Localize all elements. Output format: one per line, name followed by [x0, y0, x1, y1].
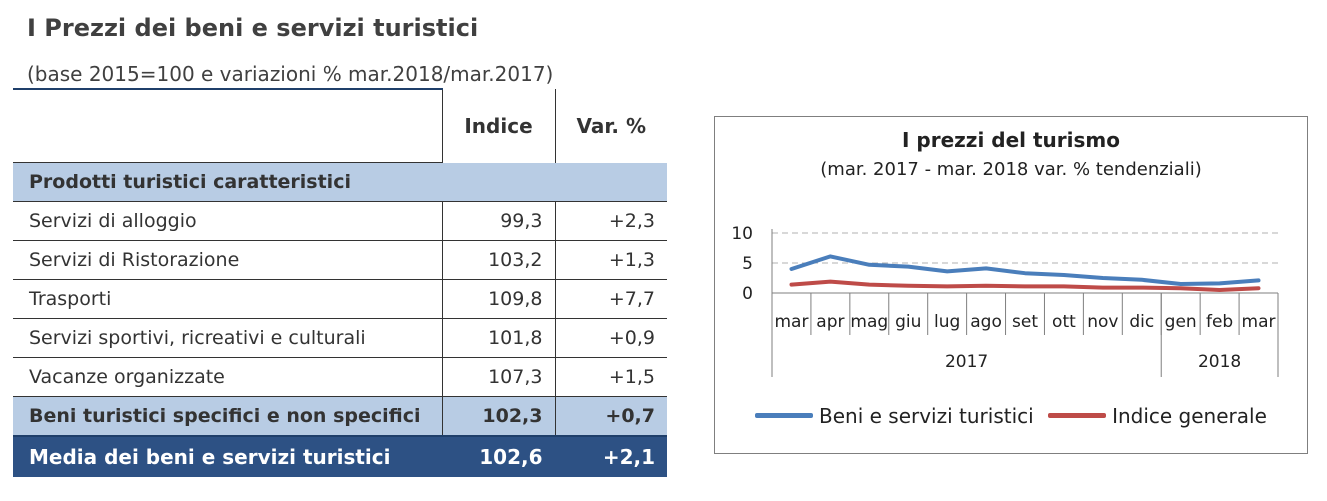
legend-item: Beni e servizi turistici: [755, 404, 1034, 428]
page-title: I Prezzi dei beni e servizi turistici: [27, 14, 479, 42]
subtotal-label: Beni turistici specifici e non specifici: [13, 396, 442, 437]
row-indice: 109,8: [441, 279, 555, 319]
total-var: +2,1: [554, 436, 667, 477]
year-group-label: 2018: [1198, 352, 1241, 372]
row-var: +1,5: [554, 357, 667, 397]
chart-subtitle: (mar. 2017 - mar. 2018 var. % tendenzial…: [820, 159, 1202, 180]
table-row: Vacanze organizzate 107,3 +1,5: [13, 357, 667, 397]
page-subtitle: (base 2015=100 e variazioni % mar.2018/m…: [27, 62, 554, 86]
row-indice: 107,3: [441, 357, 555, 397]
y-tick-label: 10: [731, 224, 753, 244]
row-var: +7,7: [554, 279, 667, 319]
prices-table: Indice Var. % Prodotti turistici caratte…: [13, 88, 667, 477]
x-tick-label: mar: [774, 312, 808, 332]
row-var: +1,3: [554, 240, 667, 280]
x-tick-label: ago: [970, 312, 1002, 332]
row-label: Vacanze organizzate: [13, 357, 442, 397]
total-indice: 102,6: [441, 436, 555, 477]
row-indice: 99,3: [441, 201, 555, 241]
x-tick-label: lug: [934, 312, 960, 332]
table-header-row: Indice Var. %: [13, 88, 667, 163]
row-label: Trasporti: [13, 279, 442, 319]
table-row: Servizi di alloggio 99,3 +2,3: [13, 201, 667, 241]
group-row: Prodotti turistici caratteristici: [13, 162, 667, 202]
x-tick-label: set: [1012, 312, 1038, 332]
chart-legend: Beni e servizi turistici Indice generale: [755, 399, 1275, 428]
x-tick-label: gen: [1165, 312, 1197, 332]
chart-panel: I prezzi del turismo (mar. 2017 - mar. 2…: [714, 116, 1308, 454]
legend-item: Indice generale: [1048, 404, 1267, 428]
legend-label: Beni e servizi turistici: [819, 403, 1034, 428]
row-indice: 101,8: [441, 318, 555, 358]
row-label: Servizi sportivi, ricreativi e culturali: [13, 318, 442, 358]
group-label: Prodotti turistici caratteristici: [13, 162, 667, 202]
x-tick-label: mag: [850, 312, 888, 332]
legend-swatch-red: [1048, 413, 1107, 418]
chart-title: I prezzi del turismo: [902, 128, 1120, 152]
x-tick-label: apr: [816, 312, 844, 332]
subtotal-row: Beni turistici specifici e non specifici…: [13, 396, 667, 437]
row-var: +2,3: [554, 201, 667, 241]
table-row: Trasporti 109,8 +7,7: [13, 279, 667, 319]
row-var: +0,9: [554, 318, 667, 358]
series-line: [789, 254, 1261, 286]
header-empty-cell: [13, 88, 442, 163]
total-label: Media dei beni e servizi turistici: [13, 436, 442, 477]
subtotal-var: +0,7: [554, 396, 667, 437]
legend-swatch-blue: [755, 413, 813, 418]
row-indice: 103,2: [441, 240, 555, 280]
x-tick-label: feb: [1206, 312, 1233, 332]
x-tick-label: giu: [895, 312, 921, 332]
table-row: Servizi sportivi, ricreativi e culturali…: [13, 318, 667, 358]
total-row: Media dei beni e servizi turistici 102,6…: [13, 436, 667, 477]
row-label: Servizi di Ristorazione: [13, 240, 442, 280]
column-header-indice: Indice: [441, 89, 555, 163]
x-tick-label: ott: [1052, 312, 1076, 332]
row-label: Servizi di alloggio: [13, 201, 442, 241]
x-tick-label: mar: [1242, 312, 1276, 332]
year-group-label: 2017: [945, 352, 988, 372]
y-tick-label: 5: [742, 254, 753, 274]
x-tick-label: nov: [1087, 312, 1118, 332]
column-header-var: Var. %: [554, 89, 667, 163]
x-tick-label: dic: [1129, 312, 1154, 332]
y-tick-label: 0: [742, 284, 753, 304]
table-row: Servizi di Ristorazione 103,2 +1,3: [13, 240, 667, 280]
legend-label: Indice generale: [1112, 403, 1267, 428]
subtotal-indice: 102,3: [441, 396, 555, 437]
